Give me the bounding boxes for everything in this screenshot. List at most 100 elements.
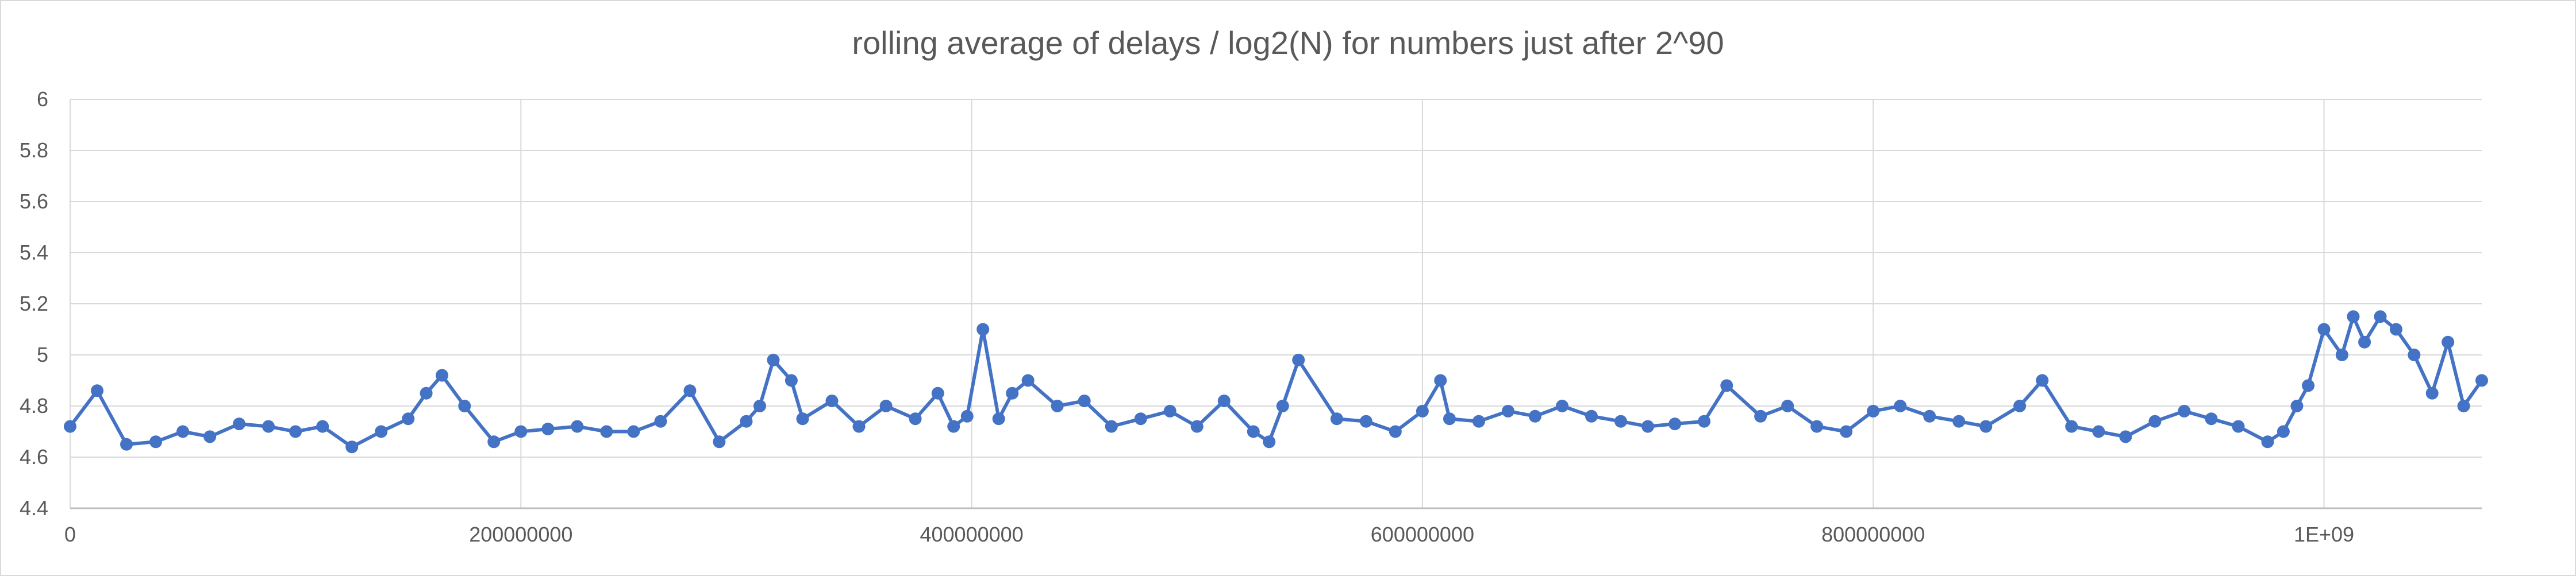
data-point: [713, 435, 726, 449]
data-point: [1051, 400, 1064, 412]
data-point: [785, 374, 798, 387]
data-point: [1614, 415, 1627, 428]
data-point: [1867, 404, 1880, 417]
data-point: [1389, 425, 1402, 438]
grid-layer: [70, 99, 2482, 509]
x-tick-label: 200000000: [469, 523, 572, 546]
data-point: [2013, 400, 2027, 412]
data-point: [1585, 409, 1598, 423]
data-point: [2457, 400, 2470, 412]
data-point: [541, 423, 555, 436]
data-point: [149, 435, 163, 449]
x-tick-label: 1E+09: [2294, 523, 2354, 546]
data-point: [2442, 335, 2455, 349]
data-point: [1078, 395, 1091, 408]
data-point: [1217, 395, 1231, 408]
data-point: [976, 323, 990, 336]
data-point: [931, 386, 944, 400]
y-tick-label: 5.6: [20, 190, 48, 213]
data-point: [436, 369, 449, 382]
data-point: [2475, 374, 2488, 387]
data-point: [2178, 404, 2191, 417]
data-point: [654, 415, 667, 428]
data-point: [2317, 323, 2331, 336]
data-point: [1781, 400, 1794, 412]
data-point: [1134, 412, 1147, 426]
data-point: [879, 400, 893, 412]
data-point: [1434, 374, 1447, 387]
data-point: [1810, 420, 1824, 433]
data-point: [1952, 415, 1966, 428]
data-point: [316, 420, 329, 433]
y-tick-label: 5.2: [20, 292, 48, 315]
data-point: [1359, 415, 1372, 428]
data-point: [1979, 420, 1993, 433]
data-point: [1105, 420, 1118, 433]
data-point: [91, 384, 104, 397]
y-tick-label: 6: [37, 87, 48, 111]
data-point: [1163, 404, 1176, 417]
data-point: [1276, 400, 1289, 412]
data-point: [233, 417, 246, 431]
y-tick-label: 4.8: [20, 394, 48, 417]
data-point: [420, 386, 433, 400]
data-point: [2119, 430, 2132, 443]
data-point: [1443, 412, 1456, 426]
data-point: [2335, 349, 2348, 361]
data-point: [176, 425, 190, 438]
data-point: [402, 412, 415, 426]
data-point: [1501, 404, 1514, 417]
series-line: [68, 315, 2483, 449]
data-point: [753, 400, 766, 412]
y-tick-label: 4.4: [20, 496, 48, 520]
data-point: [740, 415, 753, 428]
data-point: [2261, 435, 2274, 449]
data-point: [64, 420, 76, 433]
data-point: [2358, 335, 2371, 349]
series-layer: [64, 310, 2488, 454]
data-point: [1923, 409, 1936, 423]
data-point: [120, 438, 133, 451]
data-point: [2374, 310, 2387, 323]
tick-labels: 4.4 4.6 4.8 5 5.2 5.4 5.6 5.8 6 0 200000000 4000000…: [20, 87, 2354, 546]
data-point: [909, 412, 922, 426]
data-point: [2290, 400, 2304, 412]
x-tick-label: 800000000: [1821, 523, 1925, 546]
data-point: [947, 420, 960, 433]
data-point: [289, 425, 302, 438]
data-point: [796, 412, 809, 426]
data-point: [1021, 374, 1035, 387]
data-point: [1668, 417, 1682, 431]
data-point: [2065, 420, 2078, 433]
y-tick-label: 5.4: [20, 241, 48, 264]
data-point: [2148, 415, 2162, 428]
data-point: [2302, 379, 2315, 392]
data-point: [514, 425, 528, 438]
data-point: [992, 412, 1005, 426]
data-point: [600, 425, 613, 438]
data-point: [2408, 349, 2421, 361]
data-point: [2425, 386, 2439, 400]
data-point: [1720, 379, 1733, 392]
data-point: [1840, 425, 1853, 438]
data-point: [375, 425, 388, 438]
data-point: [1472, 415, 1485, 428]
data-point: [1292, 353, 1305, 366]
data-point: [960, 409, 974, 423]
data-point: [1528, 409, 1541, 423]
data-point: [2205, 412, 2218, 426]
data-point: [1894, 400, 1907, 412]
data-point: [1006, 386, 1019, 400]
data-point: [1698, 415, 1711, 428]
data-point: [2347, 310, 2360, 323]
data-point: [1190, 420, 1204, 433]
data-point: [1247, 425, 1260, 438]
data-point: [1330, 412, 1343, 426]
x-tick-label: 400000000: [920, 523, 1023, 546]
data-point: [1754, 409, 1767, 423]
chart-title: rolling average of delays / log2(N) for …: [852, 25, 1724, 61]
data-point: [1263, 435, 1276, 449]
data-point: [1556, 400, 1569, 412]
data-point: [2092, 425, 2105, 438]
data-point: [852, 420, 866, 433]
